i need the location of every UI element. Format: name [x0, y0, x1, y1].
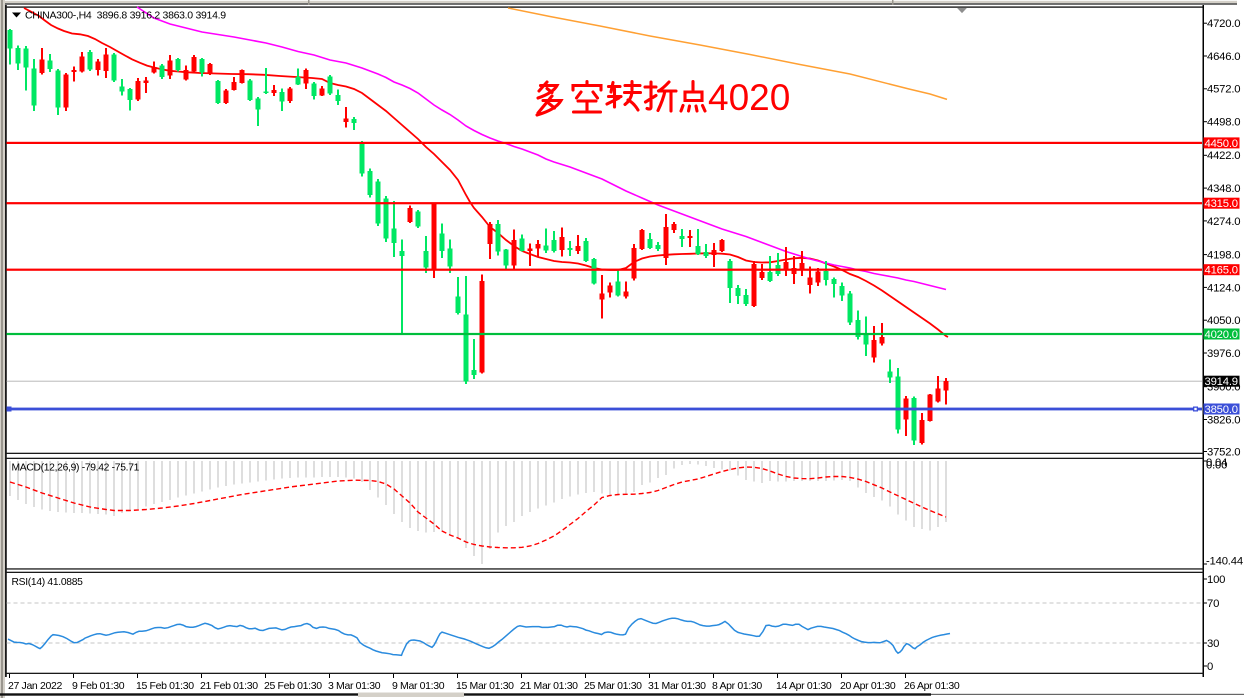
svg-text:4422.0: 4422.0 — [1207, 150, 1240, 162]
svg-text:3976.0: 3976.0 — [1207, 348, 1240, 360]
svg-text:70: 70 — [1207, 598, 1219, 610]
svg-text:4124.0: 4124.0 — [1207, 282, 1240, 294]
svg-text:4572.0: 4572.0 — [1207, 84, 1240, 96]
svg-text:4498.0: 4498.0 — [1207, 117, 1240, 129]
svg-text:4050.0: 4050.0 — [1207, 315, 1240, 327]
svg-text:4165.0: 4165.0 — [1205, 265, 1238, 277]
svg-text:3752.0: 3752.0 — [1207, 446, 1240, 458]
svg-text:4198.0: 4198.0 — [1207, 250, 1240, 262]
svg-text:27 Jan 2022: 27 Jan 2022 — [8, 680, 62, 692]
svg-text:100: 100 — [1207, 574, 1225, 586]
svg-text:9 Mar 01:30: 9 Mar 01:30 — [392, 680, 445, 692]
svg-text:25 Feb 01:30: 25 Feb 01:30 — [264, 680, 322, 692]
svg-text:-140.44: -140.44 — [1206, 556, 1243, 568]
svg-text:8 Apr 01:30: 8 Apr 01:30 — [712, 680, 762, 692]
svg-text:3850.0: 3850.0 — [1205, 404, 1238, 416]
svg-text:4720.0: 4720.0 — [1207, 18, 1240, 30]
svg-text:0.00: 0.00 — [1206, 460, 1227, 472]
svg-text:15 Feb 01:30: 15 Feb 01:30 — [136, 680, 194, 692]
svg-text:4646.0: 4646.0 — [1207, 51, 1240, 63]
svg-text:15 Mar 01:30: 15 Mar 01:30 — [456, 680, 514, 692]
svg-text:26 Apr 01:30: 26 Apr 01:30 — [904, 680, 960, 692]
svg-text:3914.9: 3914.9 — [1205, 376, 1238, 388]
svg-text:4450.0: 4450.0 — [1205, 138, 1238, 150]
svg-text:CHINA300-,H4 3896.8 3916.2 38: CHINA300-,H4 3896.8 3916.2 3863.0 3914.9 — [25, 9, 226, 21]
svg-text:3826.0: 3826.0 — [1207, 414, 1240, 426]
svg-text:0: 0 — [1207, 661, 1213, 673]
svg-text:21 Mar 01:30: 21 Mar 01:30 — [520, 680, 578, 692]
svg-text:31 Mar 01:30: 31 Mar 01:30 — [648, 680, 706, 692]
svg-text:3 Mar 01:30: 3 Mar 01:30 — [328, 680, 381, 692]
svg-text:RSI(14) 41.0885: RSI(14) 41.0885 — [12, 577, 84, 588]
svg-text:MACD(12,26,9) -79.42 -75.71: MACD(12,26,9) -79.42 -75.71 — [12, 463, 140, 474]
svg-text:4348.0: 4348.0 — [1207, 183, 1240, 195]
svg-text:25 Mar 01:30: 25 Mar 01:30 — [584, 680, 642, 692]
svg-text:14 Apr 01:30: 14 Apr 01:30 — [776, 680, 832, 692]
svg-text:4020: 4020 — [708, 77, 790, 118]
svg-text:21 Feb 01:30: 21 Feb 01:30 — [200, 680, 258, 692]
svg-text:0.04: 0.04 — [1206, 457, 1227, 469]
svg-text:4020.0: 4020.0 — [1205, 329, 1238, 341]
svg-text:9 Feb 01:30: 9 Feb 01:30 — [72, 680, 125, 692]
svg-text:20 Apr 01:30: 20 Apr 01:30 — [840, 680, 896, 692]
svg-text:30: 30 — [1207, 638, 1219, 650]
svg-text:4274.0: 4274.0 — [1207, 216, 1240, 228]
svg-text:4315.0: 4315.0 — [1205, 198, 1238, 210]
